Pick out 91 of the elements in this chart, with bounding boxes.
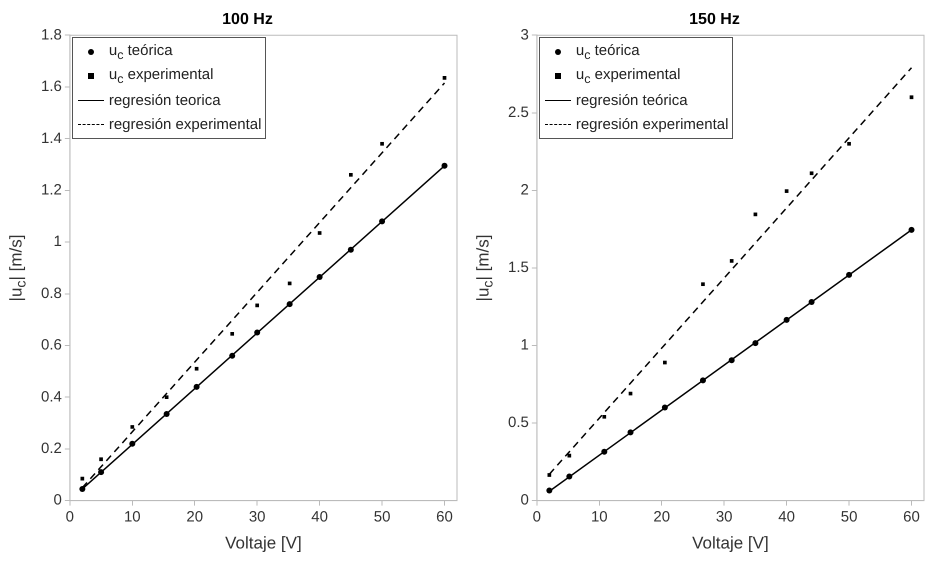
point: [130, 425, 134, 429]
y-tick-label: 0.6: [40, 336, 62, 354]
point: [194, 366, 198, 371]
x-tick-label: 50: [374, 508, 390, 526]
legend-label: regresión experimental: [576, 116, 728, 133]
chart-title: 100 Hz: [222, 11, 273, 28]
x-tick-label: 50: [840, 508, 858, 526]
y-tick-label: 1.8: [40, 26, 62, 44]
point: [847, 142, 851, 146]
point: [784, 316, 790, 323]
point: [230, 332, 234, 336]
legend-label: regresión experimental: [108, 116, 262, 133]
point: [229, 352, 236, 359]
x-tick-label: 20: [653, 508, 670, 526]
point: [442, 162, 448, 169]
legend-label: regresión teórica: [576, 92, 688, 109]
x-axis-title: Voltaje [V]: [692, 533, 769, 552]
point: [194, 384, 200, 390]
point: [79, 486, 86, 492]
point: [164, 410, 170, 417]
point: [254, 330, 260, 336]
x-tick-label: 30: [248, 508, 266, 526]
y-tick-label: 2.5: [508, 104, 529, 121]
point: [380, 142, 384, 146]
x-tick-label: 0: [532, 508, 542, 526]
point: [99, 457, 103, 462]
point: [80, 476, 84, 480]
point: [910, 95, 914, 100]
y-tick-label: 0.2: [40, 440, 62, 458]
legend-label: u$_{c}$ teórica: [576, 42, 640, 62]
y-tick-label: 1: [54, 233, 62, 250]
y-tick-label: 3: [520, 26, 529, 44]
point: [908, 226, 915, 233]
point: [98, 469, 104, 476]
point: [628, 429, 634, 436]
point: [700, 377, 706, 384]
point: [288, 282, 292, 286]
point: [348, 246, 354, 253]
point: [546, 488, 552, 494]
point: [442, 76, 446, 80]
legend-label: u$_{c}$ teórica: [108, 42, 173, 62]
point: [567, 454, 572, 458]
chart-title: 150 Hz: [689, 11, 740, 28]
point: [379, 218, 386, 224]
y-tick-label: 0.4: [40, 388, 62, 406]
x-tick-label: 60: [903, 508, 920, 526]
point: [752, 340, 758, 346]
point: [286, 301, 293, 308]
y-tick-label: 1: [520, 336, 529, 354]
x-tick-label: 20: [186, 508, 204, 526]
point: [808, 299, 815, 306]
point: [349, 172, 353, 177]
x-tick-label: 0: [66, 508, 74, 526]
point: [662, 404, 668, 411]
y-tick-label: 1.2: [40, 181, 62, 198]
legend-label: u$_{c}$ experimental: [108, 66, 214, 86]
point: [318, 231, 322, 235]
point: [255, 304, 260, 308]
y-tick-label: 1.5: [508, 259, 529, 276]
legend-label: regresión teorica: [108, 92, 221, 109]
y-tick-label: 0.5: [508, 414, 529, 432]
y-tick-label: 2: [520, 181, 529, 198]
point: [701, 282, 705, 286]
point: [810, 171, 814, 176]
point: [754, 212, 758, 216]
x-tick-label: 10: [124, 508, 141, 526]
point: [164, 395, 168, 400]
point: [129, 440, 136, 447]
point: [316, 274, 323, 280]
y-tick-label: 0: [520, 492, 529, 509]
point: [601, 448, 608, 455]
legend-label: u$_{c}$ experimental: [576, 66, 680, 86]
x-axis-title: Voltaje [V]: [225, 533, 302, 552]
point: [663, 360, 667, 364]
point: [548, 473, 552, 477]
point: [846, 272, 852, 278]
point: [730, 259, 734, 263]
point: [566, 474, 572, 480]
x-tick-label: 60: [436, 508, 453, 526]
x-tick-label: 30: [716, 508, 733, 526]
point: [784, 189, 788, 193]
y-tick-label: 1.4: [40, 130, 62, 147]
point: [728, 357, 735, 364]
point: [628, 392, 632, 396]
y-tick-label: 1.6: [40, 78, 62, 96]
point: [602, 414, 606, 419]
x-tick-label: 40: [311, 508, 328, 526]
y-tick-label: 0.8: [40, 284, 62, 302]
x-tick-label: 10: [590, 508, 608, 526]
y-tick-label: 0: [54, 492, 62, 509]
x-tick-label: 40: [778, 508, 795, 526]
